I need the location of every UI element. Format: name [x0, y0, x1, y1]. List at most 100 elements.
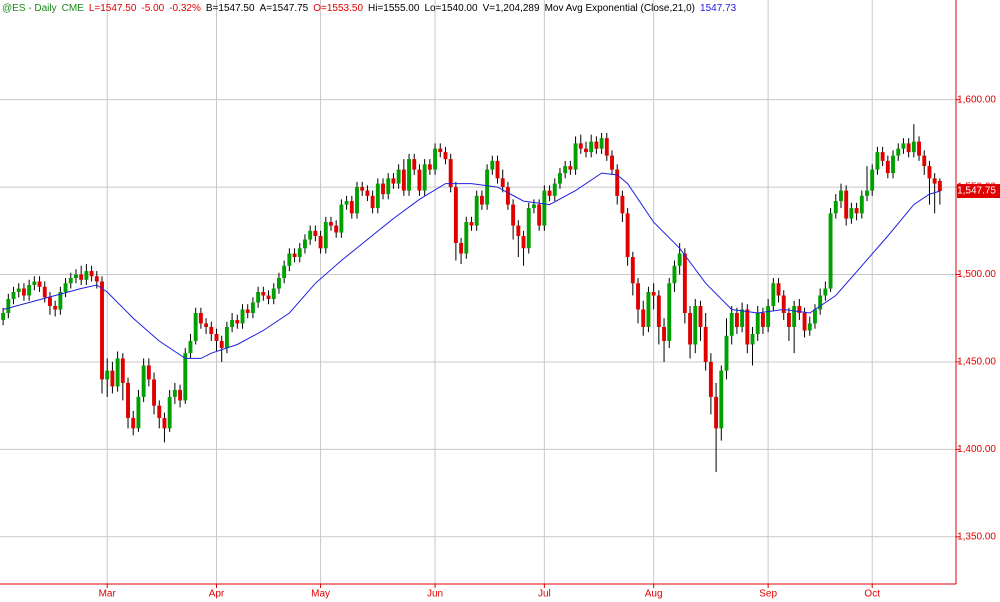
candle-body — [323, 222, 328, 249]
candle-body — [495, 160, 500, 179]
candle-body — [375, 183, 380, 209]
candle-body — [313, 230, 318, 237]
candle-body — [833, 201, 838, 214]
candle-body — [21, 288, 26, 296]
candle-body — [922, 155, 927, 167]
candle-body — [48, 297, 52, 306]
candle-body — [818, 295, 823, 310]
candle-body — [708, 361, 713, 397]
y-tick-label: 1,350.00 — [957, 531, 996, 542]
candle-body — [776, 283, 781, 296]
candle-body — [146, 365, 151, 380]
candle-body — [615, 169, 620, 196]
candle-body — [63, 283, 68, 292]
candle-body — [256, 292, 261, 303]
y-tick-label: 1,400.00 — [957, 444, 996, 455]
candle-body — [412, 159, 417, 170]
candle-body — [152, 379, 156, 406]
candle-body — [885, 160, 890, 174]
candle-body — [172, 389, 177, 397]
candle-body — [464, 222, 469, 254]
candle-body — [209, 326, 214, 334]
candle-body — [136, 396, 141, 429]
candle-body — [365, 190, 370, 196]
header-item: Hi=1555.00 — [368, 3, 420, 14]
candle-body — [891, 155, 895, 174]
x-tick-label: Jul — [538, 589, 551, 600]
candle-body — [370, 195, 375, 209]
candle-body — [558, 173, 562, 184]
candle-body — [714, 396, 719, 429]
candle-body — [584, 148, 588, 153]
candle-body — [126, 382, 130, 418]
candle-body — [94, 276, 99, 282]
x-tick-label: Mar — [99, 589, 117, 600]
candle-body — [901, 143, 906, 149]
candle-body — [183, 353, 188, 401]
candle-body — [667, 283, 672, 341]
candle-body — [27, 285, 32, 296]
candle-body — [339, 204, 344, 233]
candle-body — [865, 190, 869, 196]
candle-body — [547, 190, 552, 196]
header-item: B=1547.50 — [206, 3, 255, 14]
candle-body — [438, 148, 443, 153]
candle-body — [318, 236, 323, 249]
plot — [1, 124, 942, 473]
candle-body — [32, 281, 37, 286]
candle-body — [193, 312, 198, 341]
candle-body — [839, 190, 843, 202]
candle-body — [74, 274, 78, 279]
candle-body — [303, 239, 307, 249]
y-tick-label: 1,500.00 — [957, 269, 996, 280]
candle-body — [344, 201, 349, 205]
candle-body — [724, 335, 729, 371]
candle-body — [740, 309, 745, 327]
candle-body — [750, 333, 755, 345]
candle-body — [490, 160, 495, 170]
candle-body — [261, 292, 266, 296]
candle-body — [355, 187, 359, 214]
candle-body — [53, 305, 58, 310]
candle-body — [875, 152, 880, 170]
candle-body — [219, 340, 224, 348]
candle-body — [115, 358, 120, 387]
candle-body — [552, 183, 557, 196]
candle-body — [110, 370, 115, 387]
candle-body — [178, 389, 183, 401]
candle-body — [141, 365, 146, 397]
candle-body — [505, 187, 510, 205]
candle-body — [417, 169, 422, 191]
candle-body — [391, 178, 396, 184]
candle-body — [755, 312, 760, 334]
candle-body — [521, 236, 526, 249]
candle-body — [656, 295, 661, 327]
header-item: V=1,204,289 — [483, 3, 540, 14]
header: @ES - Daily CME L=1547.50 -5.00 -0.32% B=1547… — [2, 3, 737, 14]
candle-body — [266, 295, 271, 299]
candle-body — [84, 271, 89, 280]
candle-body — [766, 305, 771, 327]
candle-body — [396, 169, 401, 184]
candle-body — [230, 319, 235, 327]
y-tick-label: 1,450.00 — [957, 357, 996, 368]
candle-body — [16, 288, 21, 292]
candle-body — [58, 292, 63, 310]
candle-body — [641, 309, 646, 327]
header-item: -0.32% — [169, 3, 201, 14]
candle-body — [386, 178, 391, 195]
x-tick-label: Apr — [209, 589, 225, 600]
last-price-label: 1,547.75 — [957, 186, 996, 197]
candle-body — [100, 281, 104, 380]
x-tick-label: May — [311, 589, 330, 600]
header-item: Mov Avg Exponential (Close,21,0) — [545, 3, 695, 14]
candle-body — [781, 295, 786, 313]
candle-body — [677, 253, 682, 266]
candle-body — [620, 195, 625, 214]
candle-body — [662, 326, 666, 341]
candle-body — [563, 166, 568, 174]
candle-body — [526, 208, 531, 249]
candle-body — [646, 292, 651, 327]
